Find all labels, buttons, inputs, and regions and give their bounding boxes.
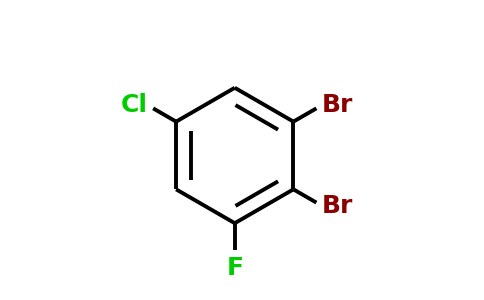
Text: F: F [227, 256, 243, 280]
Text: Br: Br [322, 93, 353, 117]
Text: Cl: Cl [121, 93, 148, 117]
Text: Br: Br [322, 194, 353, 218]
